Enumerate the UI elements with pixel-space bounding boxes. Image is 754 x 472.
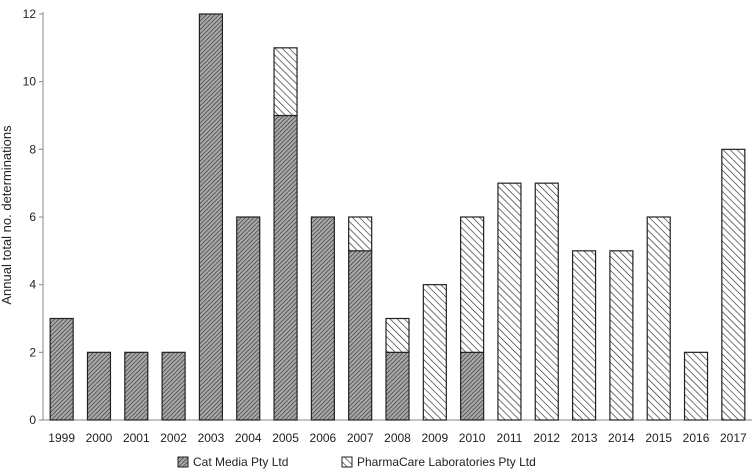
bar-2005-pharmacare (273, 47, 298, 117)
x-tick-label: 2007 (347, 431, 374, 445)
x-tick-label: 2015 (645, 431, 672, 445)
legend: Cat Media Pty Ltd PharmaCare Laboratories… (177, 455, 536, 469)
x-tick-label: 2006 (310, 431, 337, 445)
bar-2001-cat-media (124, 351, 149, 421)
x-tick-label: 2008 (384, 431, 411, 445)
bar-2014-pharmacare (609, 250, 634, 421)
x-tick-label: 2000 (86, 431, 113, 445)
y-tick-label: 6 (29, 210, 36, 224)
bar-2000-cat-media (86, 351, 112, 421)
bar-1999-cat-media (49, 317, 74, 421)
bar-2007-pharmacare (348, 216, 373, 252)
x-tick-label: 2004 (235, 431, 262, 445)
bar-2016-pharmacare (683, 351, 709, 421)
plot-area: 0 2 4 6 8 10 12 1999 2000 2001 2002 2003 2004 2005 200… (23, 7, 752, 445)
bar-2010-cat-media (460, 351, 485, 421)
x-tick-label: 2011 (497, 431, 523, 445)
x-tick-label: 2003 (198, 431, 225, 445)
y-tick-label: 0 (29, 413, 36, 427)
bar-2002-cat-media (161, 351, 186, 421)
x-tick-label: 2010 (459, 431, 486, 445)
x-tick-label: 2012 (533, 431, 560, 445)
y-tick-label: 4 (29, 278, 36, 292)
x-tick-label: 2013 (571, 431, 598, 445)
x-tick-label: 2016 (683, 431, 710, 445)
bar-2008-cat-media (385, 351, 410, 421)
x-tick-label: 2014 (608, 431, 635, 445)
bar-2005-cat-media (273, 114, 298, 421)
legend-label-cat-media: Cat Media Pty Ltd (193, 455, 288, 469)
bar-2012-pharmacare (534, 182, 559, 421)
bar-2007-cat-media (348, 250, 373, 421)
y-tick-label: 12 (23, 7, 37, 21)
legend-label-pharmacare: PharmaCare Laboratories Pty Ltd (357, 455, 536, 469)
x-tick-label: 2002 (160, 431, 187, 445)
legend-swatch-cat-media (177, 456, 189, 468)
bar-2004-cat-media (236, 216, 261, 421)
y-tick-label: 8 (29, 142, 36, 156)
bar-2011-pharmacare (497, 182, 522, 421)
x-tick-label: 2009 (421, 431, 448, 445)
y-tick-label: 2 (29, 345, 36, 359)
bar-2008-pharmacare (385, 317, 410, 353)
bar-2013-pharmacare (571, 250, 597, 421)
legend-swatch-pharmacare (341, 456, 353, 468)
x-tick-label: 1999 (48, 431, 75, 445)
x-tick-label: 2005 (272, 431, 299, 445)
x-tick-label: 2001 (123, 431, 150, 445)
bar-2003-cat-media (198, 13, 224, 421)
bar-2015-pharmacare (646, 216, 671, 421)
x-tick-label: 2017 (720, 431, 747, 445)
y-axis-title: Annual total no. determinations (0, 125, 14, 305)
bar-2017-pharmacare (721, 148, 746, 421)
bar-2006-cat-media (310, 216, 335, 421)
y-tick-label: 10 (23, 75, 37, 89)
bar-2010-pharmacare (460, 216, 485, 353)
bar-2009-pharmacare (422, 284, 447, 421)
